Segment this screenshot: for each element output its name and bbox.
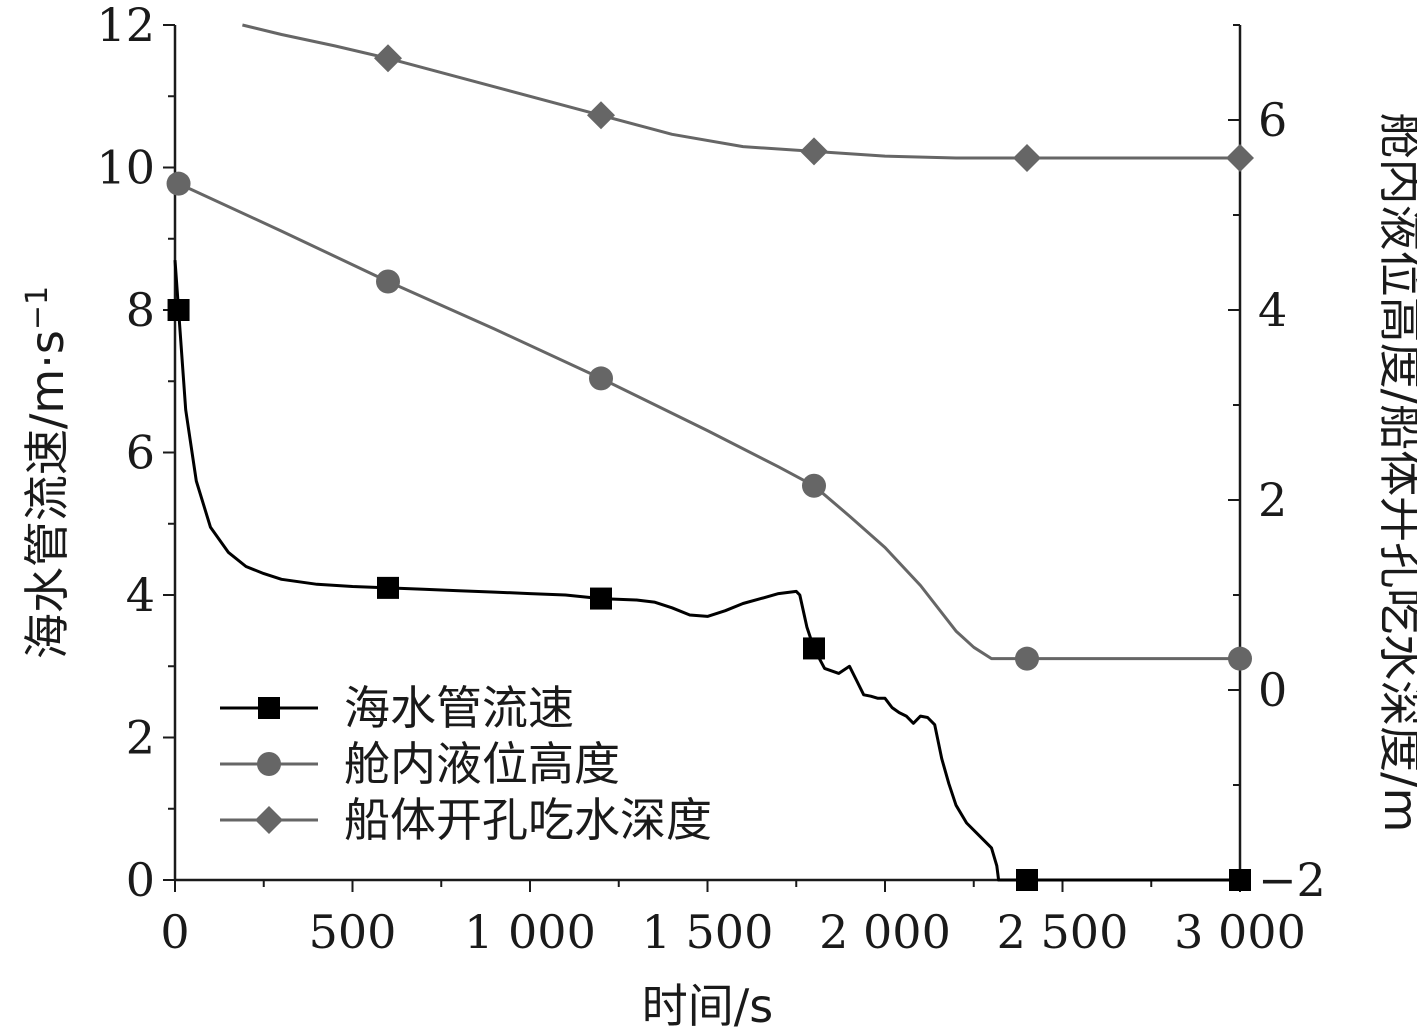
series-3-point	[800, 137, 828, 166]
legend-marker	[255, 806, 283, 834]
series-3	[242, 23, 1254, 172]
x-axis-title: 时间/s	[642, 979, 773, 1033]
x-tick-label: 1 500	[642, 905, 774, 959]
legend-item: 海水管流速	[220, 681, 574, 735]
legend-marker	[258, 697, 280, 719]
y-left-axis-title-superscript: −1	[20, 286, 55, 330]
series-1-point	[590, 587, 612, 610]
series-3-point	[1013, 144, 1041, 172]
x-tick-label: 3 000	[1174, 905, 1306, 959]
y-left-tick-label: 12	[96, 0, 155, 52]
legend-label: 船体开孔吃水深度	[344, 793, 712, 847]
series-2-point	[376, 269, 400, 294]
series-2-point	[802, 473, 826, 498]
legend-item: 舱内液位高度	[220, 737, 620, 791]
y-right-tick-label: 0	[1258, 663, 1287, 717]
series-1	[167, 259, 1251, 891]
series-1-point	[167, 299, 190, 321]
x-tick-label: 2 000	[819, 905, 951, 959]
series-2-point	[166, 171, 191, 196]
legend-label: 海水管流速	[344, 681, 574, 735]
x-tick-label: 1 000	[464, 905, 596, 959]
x-tick-label: 0	[160, 905, 189, 959]
legend-marker	[257, 752, 281, 776]
y-left-tick-label: 10	[96, 141, 155, 195]
axes-layer: 0 500 1 000 1 500 2 000 2 500 3 000 0 2 4 6 8 10 12 −2…	[96, 0, 1325, 959]
series-line-3	[242, 23, 1240, 160]
series-1-point	[1016, 869, 1038, 891]
y-left-tick-label: 8	[126, 283, 155, 337]
y-left-tick-label: 4	[126, 568, 155, 622]
y-left-tick-label: 6	[126, 426, 155, 480]
y-right-tick-label: 6	[1258, 93, 1287, 147]
y-right-tick-label: −2	[1258, 853, 1326, 907]
series-3-point	[587, 101, 615, 130]
series-2	[166, 171, 1252, 671]
y-left-axis-title: 海水管流速/m·s−1	[20, 286, 74, 659]
x-tick-label: 500	[309, 905, 397, 959]
series-2-point	[1228, 646, 1252, 671]
series-line-2	[174, 180, 1240, 661]
series-line-1	[173, 259, 1240, 882]
series-1-point	[377, 576, 399, 599]
y-left-tick-label: 0	[126, 853, 155, 907]
axis-titles: 时间/s 海水管流速/m·s−1 舱内液位高度/船体开孔吃水深度/m	[20, 113, 1417, 1033]
series-3-point	[374, 44, 402, 73]
series-3-point	[1226, 144, 1254, 172]
y-left-tick-label: 2	[126, 711, 155, 765]
series-2-point	[1015, 646, 1039, 671]
series-1-point	[1229, 869, 1251, 891]
x-tick-label: 2 500	[997, 905, 1129, 959]
legend-label: 舱内液位高度	[344, 737, 620, 791]
series-2-point	[589, 366, 613, 391]
series-layer	[166, 23, 1254, 891]
y-right-tick-label: 2	[1258, 473, 1287, 527]
y-left-axis-title-main: 海水管流速/m·s	[20, 330, 74, 659]
y-right-tick-label: 4	[1258, 283, 1287, 337]
legend-item: 船体开孔吃水深度	[220, 793, 712, 847]
series-1-point	[803, 637, 825, 660]
y-right-axis-title: 舱内液位高度/船体开孔吃水深度/m	[1374, 113, 1417, 833]
